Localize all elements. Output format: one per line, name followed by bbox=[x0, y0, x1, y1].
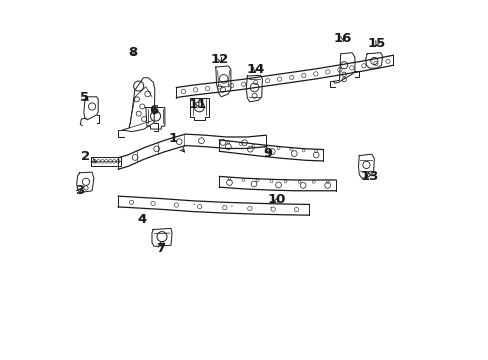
Text: 8: 8 bbox=[128, 46, 137, 59]
Text: 15: 15 bbox=[367, 36, 386, 50]
Text: 4: 4 bbox=[138, 213, 146, 226]
Text: 7: 7 bbox=[155, 242, 164, 255]
Text: 1: 1 bbox=[168, 132, 184, 152]
Text: 16: 16 bbox=[333, 32, 351, 45]
Text: 13: 13 bbox=[359, 170, 378, 183]
Text: 9: 9 bbox=[263, 147, 272, 159]
Text: 2: 2 bbox=[81, 150, 96, 163]
Text: 6: 6 bbox=[149, 104, 159, 117]
Text: 3: 3 bbox=[75, 184, 84, 197]
Text: 10: 10 bbox=[267, 193, 285, 206]
Text: 12: 12 bbox=[210, 53, 229, 66]
Text: 11: 11 bbox=[188, 98, 206, 111]
Text: 14: 14 bbox=[245, 63, 264, 76]
Text: 5: 5 bbox=[80, 91, 89, 104]
